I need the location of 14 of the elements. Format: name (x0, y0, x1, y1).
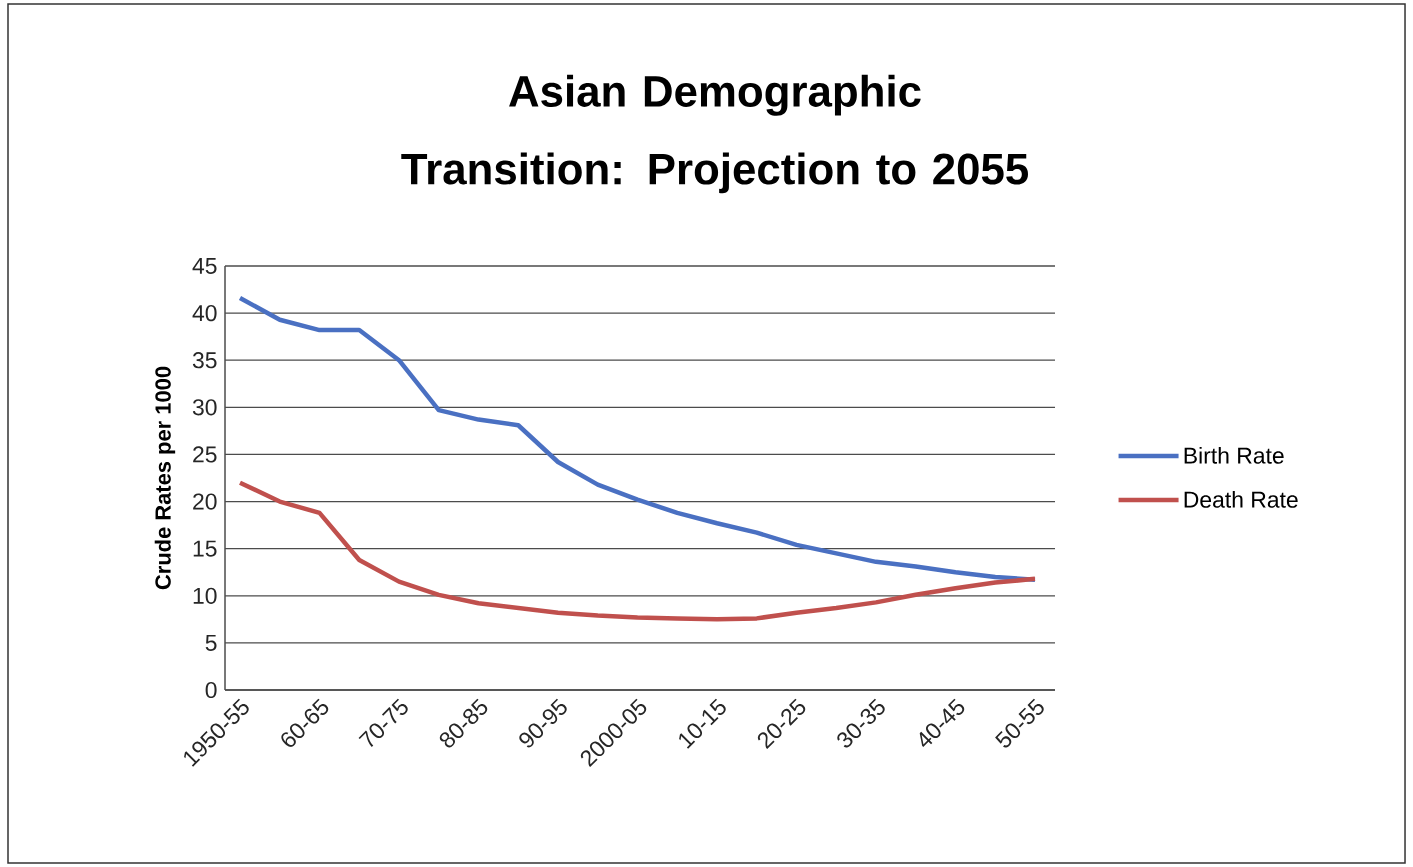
y-tick-label: 15 (193, 540, 217, 557)
y-tick-label: 30 (192, 399, 217, 416)
legend-label: Death Rate (1184, 490, 1298, 508)
y-tick-label: 0 (205, 681, 217, 699)
y-tick-label: 25 (193, 446, 217, 463)
y-tick-label: 45 (192, 258, 217, 274)
legend-label: Birth Rate (1184, 446, 1284, 464)
y-axis-title: Crude Rates per 1000 (154, 366, 176, 590)
y-tick-label: 10 (193, 587, 217, 604)
chart-title: Asian Demographic Transition: Projection to 2055 (401, 74, 1028, 194)
y-tick-label: 5 (205, 634, 217, 651)
y-tick-label: 35 (192, 352, 217, 369)
y-tick-label: 40 (192, 304, 217, 322)
y-tick-label: 20 (193, 493, 217, 510)
